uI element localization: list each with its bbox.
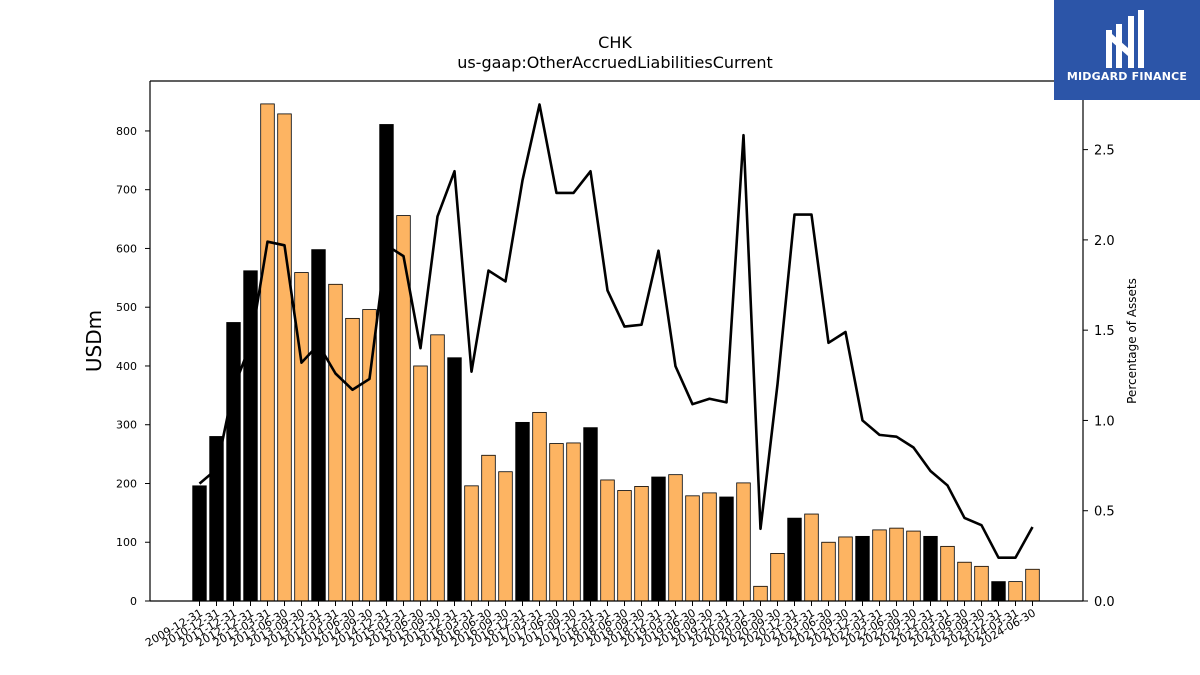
- bar-2014-09-30: [362, 309, 377, 602]
- bar-2019-09-30: [702, 492, 717, 602]
- logo-mark-icon: [1106, 10, 1144, 68]
- bar-2018-06-30: [617, 490, 632, 602]
- bar-2013-12-31: [311, 249, 326, 602]
- y2-tick-label: 2.0: [1094, 234, 1115, 249]
- brand-logo: MIDGARD FINANCE: [1054, 0, 1200, 100]
- bar-2022-12-31: [923, 535, 938, 602]
- bar-2016-12-31: [515, 421, 530, 602]
- y-tick-label: 700: [116, 184, 137, 197]
- bar-2020-09-30: [770, 553, 785, 602]
- bar-2019-12-31: [719, 496, 734, 602]
- bar-2020-03-31: [736, 482, 751, 602]
- bar-2021-06-30: [821, 541, 836, 602]
- bar-2011-12-31: [226, 322, 241, 602]
- y2-axis-label: Percentage of Assets: [1125, 278, 1139, 404]
- bar-2016-09-30: [498, 471, 513, 602]
- bar-2019-06-30: [685, 495, 700, 602]
- y-tick-label: 500: [116, 301, 137, 314]
- y-tick-label: 200: [116, 477, 137, 490]
- bar-2018-12-31: [651, 476, 666, 602]
- bar-2015-12-31: [447, 357, 462, 602]
- chart-subtitle: us-gaap:OtherAccruedLiabilitiesCurrent: [457, 53, 773, 72]
- bar-2013-03-31: [260, 103, 275, 602]
- bar-2020-06-30: [753, 585, 768, 602]
- y-tick-label: 400: [116, 360, 137, 373]
- bar-2015-03-31: [396, 215, 411, 602]
- bar-2017-03-31: [532, 411, 547, 602]
- bar-2013-06-30: [277, 113, 292, 602]
- bar-2022-06-30: [889, 527, 904, 602]
- bar-2014-12-31: [379, 124, 394, 602]
- y-tick-label: 100: [116, 536, 137, 549]
- bar-2021-12-31: [855, 535, 870, 602]
- bar-2018-09-30: [634, 486, 649, 602]
- y2-tick-label: 1.0: [1094, 414, 1115, 429]
- bar-2021-03-31: [804, 513, 819, 602]
- bar-2022-09-30: [906, 530, 921, 602]
- y2-tick-label: 2.5: [1094, 144, 1115, 159]
- bar-2014-03-31: [328, 283, 343, 602]
- bar-2017-12-31: [583, 427, 598, 602]
- y2-tick-label: 1.5: [1094, 324, 1115, 339]
- y-tick-label: 800: [116, 125, 137, 138]
- bar-2009-12-31: [192, 485, 207, 602]
- line-percentage-of-assets: [198, 103, 1034, 559]
- bar-2017-06-30: [549, 443, 564, 602]
- bar-2020-12-31: [787, 517, 802, 602]
- y-axis-label: USDm: [82, 310, 106, 372]
- bar-2023-12-31: [991, 581, 1006, 602]
- bar-2023-03-31: [940, 545, 955, 602]
- bar-2016-06-30: [481, 454, 496, 602]
- logo-text: MIDGARD FINANCE: [1066, 70, 1188, 83]
- bar-2023-09-30: [974, 565, 989, 602]
- bar-2021-09-30: [838, 536, 853, 602]
- bar-2019-03-31: [668, 474, 683, 602]
- bar-2017-09-30: [566, 442, 581, 602]
- bar-2024-03-31: [1008, 581, 1023, 602]
- y-tick-label: 600: [116, 242, 137, 255]
- bar-2024-06-30: [1025, 568, 1040, 602]
- axes: 0 100 200 300 400 500 600 700 800 0.0 0.5 1.0 1.5 2.0…: [116, 80, 1115, 650]
- bar-2015-06-30: [413, 365, 428, 602]
- bar-2018-03-31: [600, 479, 615, 602]
- y2-tick-label: 0.0: [1094, 595, 1115, 610]
- y2-tick-label: 0.5: [1094, 505, 1115, 520]
- bar-2015-09-30: [430, 334, 445, 602]
- bar-2016-03-31: [464, 485, 479, 602]
- chart-title: CHK: [598, 33, 632, 52]
- bar-2010-12-31: [209, 436, 224, 602]
- bar-2023-06-30: [957, 561, 972, 602]
- y-tick-label: 300: [116, 419, 137, 432]
- line-group: [198, 103, 1034, 559]
- bar-2022-03-31: [872, 529, 887, 602]
- bar-2014-06-30: [345, 317, 360, 602]
- y-tick-label: 0: [130, 595, 137, 608]
- bar-group: [192, 103, 1040, 602]
